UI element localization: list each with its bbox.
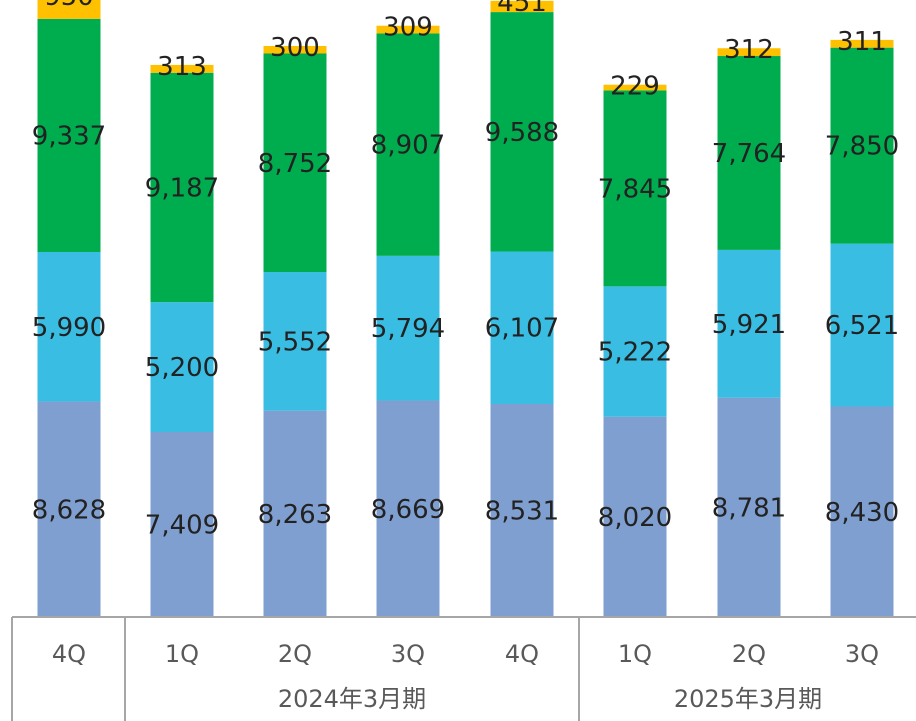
- data-label: 8,752: [258, 149, 332, 179]
- data-label: 5,990: [32, 313, 106, 343]
- bar-segment-3-0: [37, 0, 101, 19]
- data-label: 7,764: [712, 139, 786, 169]
- bar-segment-3-7: [830, 39, 894, 48]
- bar-segment-0-0: [37, 401, 101, 617]
- category-label: 3Q: [845, 640, 879, 668]
- bar-segment-1-4: [490, 251, 554, 404]
- bar-segment-3-3: [376, 25, 440, 34]
- bar-segment-2-2: [263, 53, 327, 273]
- bar-segment-3-2: [263, 46, 327, 54]
- bar-segment-2-7: [830, 47, 894, 244]
- data-label: 8,907: [371, 131, 445, 161]
- data-label: 9,588: [485, 118, 559, 148]
- bar-segment-2-5: [603, 90, 667, 287]
- bar-segment-1-7: [830, 243, 894, 407]
- category-label: 3Q: [391, 640, 425, 668]
- bar-segment-1-0: [37, 251, 101, 402]
- bar-segment-3-1: [150, 64, 214, 73]
- group-label: 2024年3月期: [278, 685, 426, 713]
- bar-segment-2-6: [717, 56, 781, 250]
- data-label: 8,669: [371, 495, 445, 525]
- data-label: 451: [497, 0, 547, 18]
- category-axis: 4Q 1Q 2Q 3Q 4Q 1Q 2Q 3Q 2024年3月期 2025年3月期: [11, 616, 916, 721]
- data-label: 8,263: [258, 500, 332, 530]
- category-label: 2Q: [732, 640, 766, 668]
- data-label: 313: [157, 52, 207, 82]
- category-label: 1Q: [618, 640, 652, 668]
- bar-segment-3-4: [490, 0, 554, 13]
- data-label: 8,628: [32, 495, 106, 525]
- bar-segment-2-3: [376, 33, 440, 256]
- bar-segment-3-5: [603, 84, 667, 91]
- data-label: 6,107: [485, 314, 559, 344]
- data-label: 300: [270, 33, 320, 63]
- bar-segment-3-6: [717, 48, 781, 57]
- data-label: 7,845: [598, 174, 672, 204]
- bar-segment-0-4: [490, 403, 554, 617]
- data-label: 229: [610, 72, 660, 102]
- bar-segment-2-4: [490, 12, 554, 252]
- data-label: 5,794: [371, 314, 445, 344]
- data-label: 5,552: [258, 327, 332, 357]
- bars-layer: [37, 0, 894, 617]
- data-label: 8,020: [598, 503, 672, 533]
- data-label: 9,187: [145, 173, 219, 203]
- data-label: 312: [724, 35, 774, 65]
- data-label: 8,531: [485, 496, 559, 526]
- data-label: 311: [837, 27, 887, 57]
- bar-segment-0-1: [150, 431, 214, 617]
- data-label: 9,337: [32, 121, 106, 151]
- data-label: 7,850: [825, 132, 899, 162]
- bar-segment-0-2: [263, 410, 327, 617]
- data-label: 8,781: [712, 493, 786, 523]
- bar-segment-0-7: [830, 406, 894, 617]
- data-label: 950: [44, 0, 94, 12]
- bar-segment-1-6: [717, 249, 781, 398]
- category-label: 4Q: [505, 640, 539, 668]
- bar-segment-2-0: [37, 18, 101, 252]
- data-label: 5,222: [598, 338, 672, 368]
- bar-segment-1-2: [263, 272, 327, 411]
- data-label: 309: [383, 13, 433, 43]
- group-label: 2025年3月期: [674, 685, 822, 713]
- bar-segment-0-3: [376, 400, 440, 617]
- data-label: 6,521: [825, 311, 899, 341]
- data-label: 7,409: [145, 510, 219, 540]
- bar-segment-1-1: [150, 302, 214, 432]
- bar-segment-1-3: [376, 255, 440, 401]
- data-label: 8,430: [825, 498, 899, 528]
- bar-segment-2-1: [150, 72, 214, 303]
- bar-segment-0-5: [603, 416, 667, 617]
- data-labels-layer: 8,628 7,409 8,263 8,669 8,531 8,020 8,781 8,430…: [32, 0, 899, 540]
- data-label: 5,921: [712, 310, 786, 340]
- category-label: 4Q: [52, 640, 86, 668]
- category-label: 2Q: [278, 640, 312, 668]
- bar-segment-0-6: [717, 397, 781, 617]
- data-label: 5,200: [145, 353, 219, 383]
- bar-segment-1-5: [603, 286, 667, 417]
- category-label: 1Q: [165, 640, 199, 668]
